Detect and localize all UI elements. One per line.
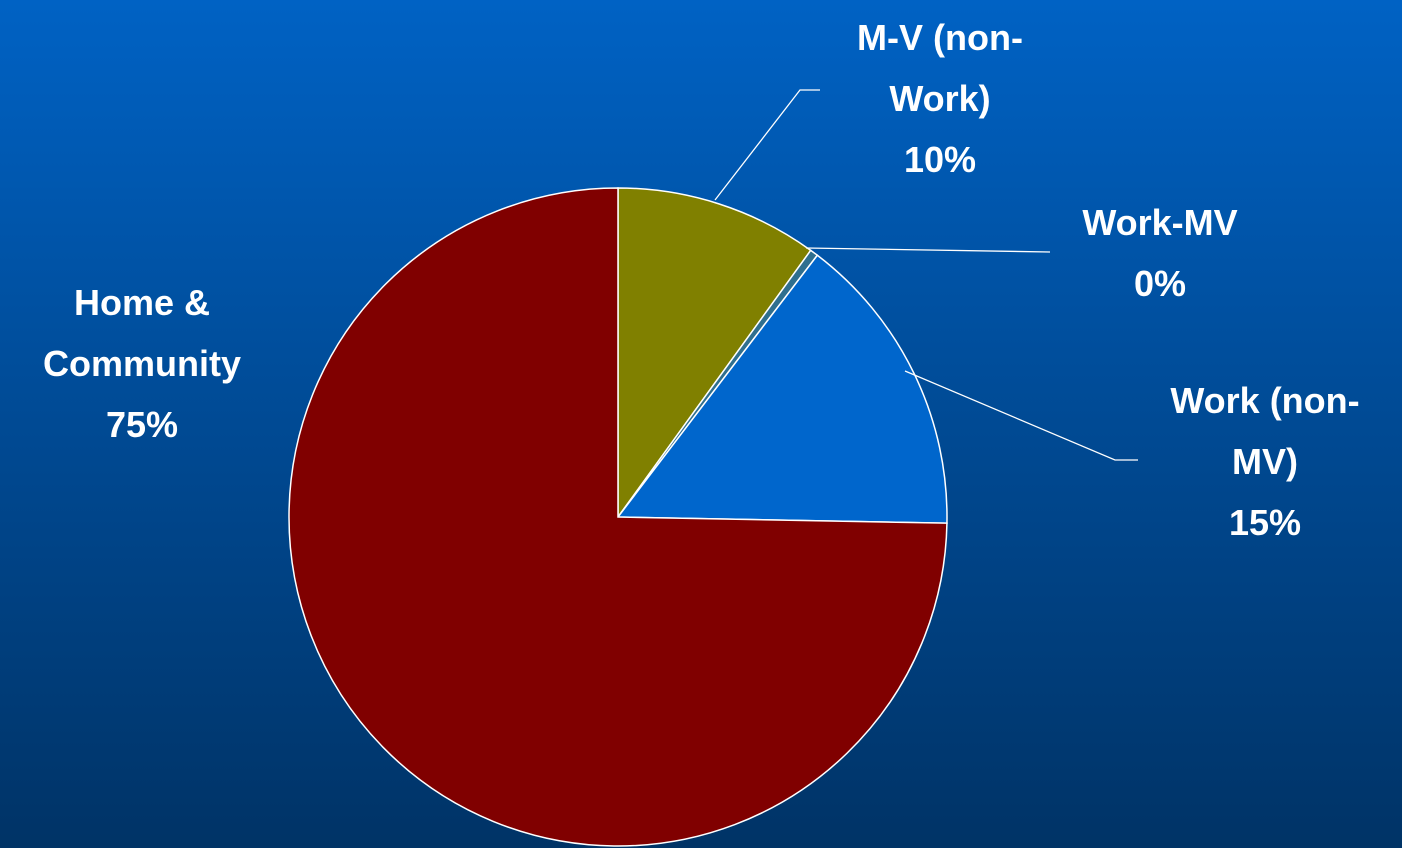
category-name: Work (non-MV) (1170, 380, 1360, 482)
leader-line (904, 370, 1138, 461)
pie-slice (616, 254, 948, 524)
value-label: 15% (1228, 502, 1302, 543)
value-label: 0% (1133, 263, 1187, 304)
leader-line (805, 247, 1051, 253)
slice-label: Work-MV 0% (1030, 192, 1290, 314)
leader-line (714, 89, 820, 201)
value-label: 75% (105, 404, 179, 445)
value-label: 10% (903, 139, 977, 180)
pie-slice (288, 187, 948, 847)
slice-label: Work (non-MV) 15% (1155, 370, 1375, 553)
category-name: Home & Community (43, 282, 241, 384)
slice-label: Home & Community 75% (12, 272, 272, 455)
category-name: M-V (non-Work) (857, 17, 1023, 119)
category-name: Work-MV (1082, 202, 1238, 243)
pie-slice (617, 187, 812, 520)
slice-label: M-V (non-Work) 10% (830, 7, 1050, 190)
